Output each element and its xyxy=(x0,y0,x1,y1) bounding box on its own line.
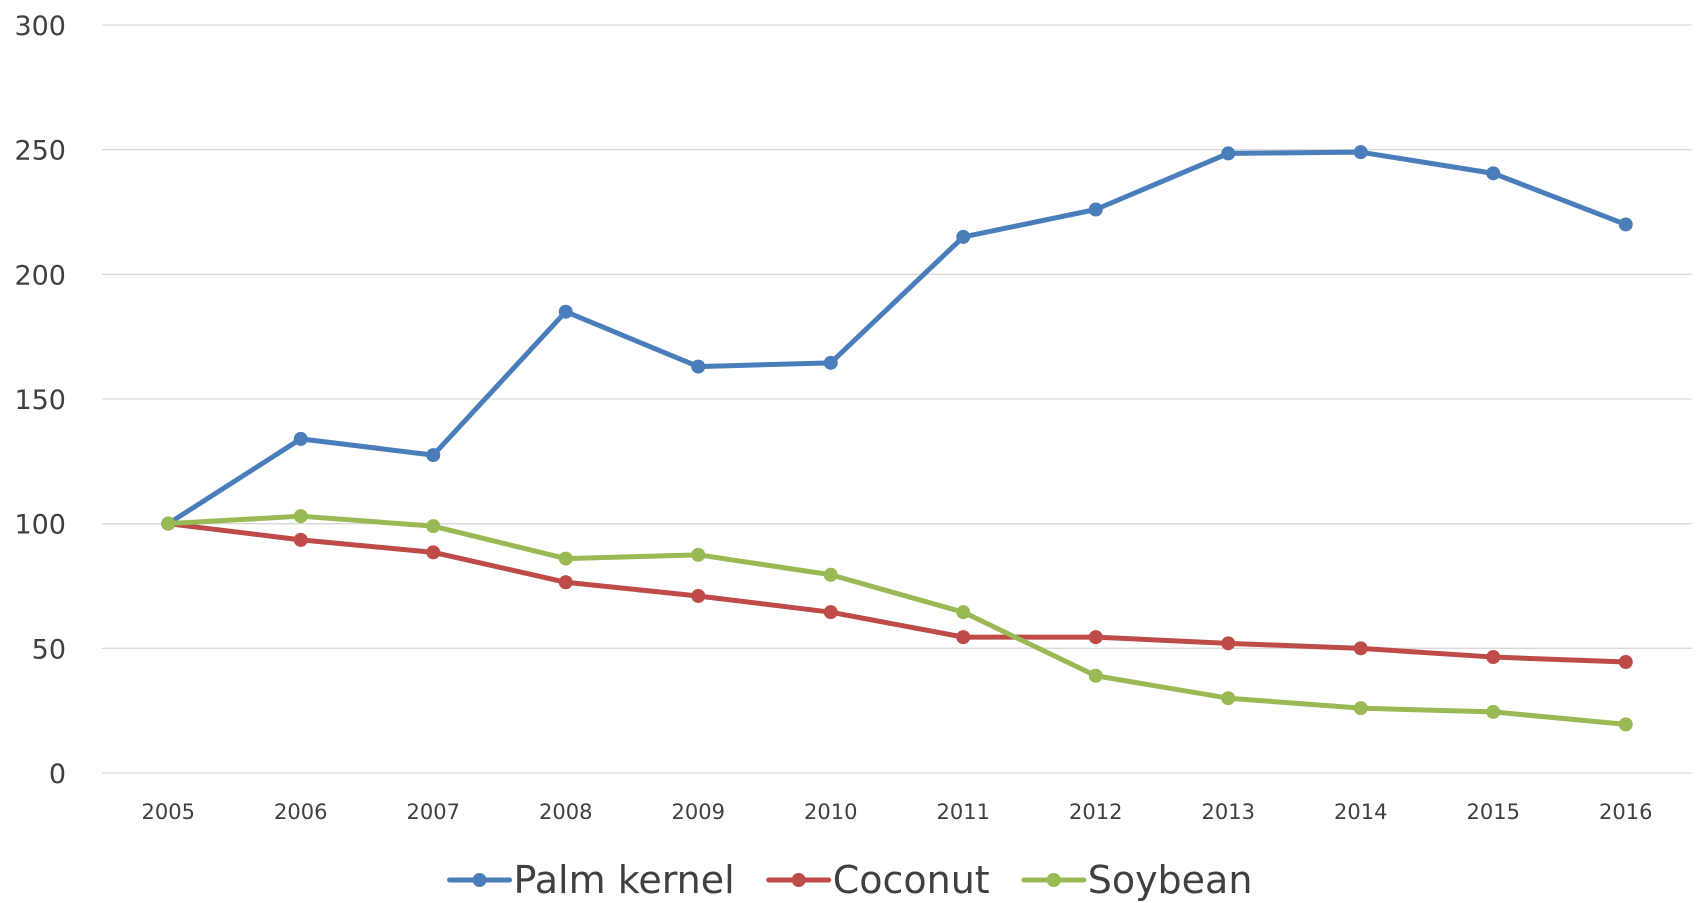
data-point xyxy=(1486,166,1501,181)
y-tick-label: 0 xyxy=(49,759,66,790)
data-point xyxy=(823,605,838,620)
y-tick-label: 100 xyxy=(14,510,66,541)
data-point xyxy=(956,630,971,645)
x-tick-label: 2005 xyxy=(142,800,195,824)
data-point xyxy=(558,551,573,566)
x-tick-label: 2015 xyxy=(1467,800,1520,824)
data-point xyxy=(691,547,706,562)
y-axis-ticks: 0 50 100 150 200 250 300 xyxy=(14,11,66,790)
legend-item: Soybean xyxy=(1021,858,1253,902)
data-point xyxy=(1618,217,1633,232)
y-tick-label: 150 xyxy=(14,385,66,416)
data-point xyxy=(1618,655,1633,670)
data-point xyxy=(558,575,573,590)
data-point xyxy=(1088,202,1103,217)
data-point xyxy=(1353,641,1368,656)
x-tick-label: 2014 xyxy=(1334,800,1387,824)
y-tick-label: 50 xyxy=(32,634,66,665)
legend-marker xyxy=(472,873,487,887)
data-point xyxy=(1486,704,1501,719)
x-tick-label: 2012 xyxy=(1069,800,1122,824)
y-tick-label: 200 xyxy=(14,260,66,291)
data-point xyxy=(691,588,706,603)
legend-item: Coconut xyxy=(766,858,990,902)
data-point xyxy=(1486,650,1501,665)
data-point xyxy=(823,355,838,370)
series-line xyxy=(165,513,1629,727)
gridlines xyxy=(102,24,1692,774)
data-point xyxy=(1353,701,1368,716)
legend-marker xyxy=(791,873,806,887)
legend-label: Soybean xyxy=(1088,858,1253,902)
data-point xyxy=(823,567,838,582)
data-point xyxy=(426,448,441,463)
data-point xyxy=(1618,717,1633,732)
series-line xyxy=(165,149,1629,527)
x-tick-label: 2008 xyxy=(539,800,592,824)
data-point xyxy=(956,605,971,620)
legend: Palm kernel Coconut Soybean xyxy=(447,858,1253,902)
series-palm-kernel xyxy=(161,145,1633,531)
x-tick-label: 2016 xyxy=(1599,800,1652,824)
series-lines xyxy=(161,145,1633,732)
legend-marker xyxy=(1046,873,1061,887)
data-point xyxy=(1221,146,1236,161)
x-tick-label: 2007 xyxy=(407,800,460,824)
x-tick-label: 2010 xyxy=(804,800,857,824)
data-point xyxy=(1221,636,1236,651)
series-line xyxy=(165,521,1629,665)
data-point xyxy=(293,431,308,446)
x-tick-label: 2006 xyxy=(274,800,327,824)
data-point xyxy=(1221,691,1236,706)
data-point xyxy=(956,229,971,244)
x-tick-label: 2013 xyxy=(1202,800,1255,824)
data-point xyxy=(1088,668,1103,683)
data-point xyxy=(426,545,441,560)
data-point xyxy=(691,359,706,374)
legend-item: Palm kernel xyxy=(447,858,735,902)
series-soybean xyxy=(161,509,1633,732)
y-tick-label: 300 xyxy=(14,11,66,42)
x-tick-label: 2009 xyxy=(672,800,725,824)
data-point xyxy=(293,532,308,547)
x-axis-ticks: 2005 2006 2007 2008 2009 2010 2011 2012 2013 2014… xyxy=(142,800,1653,824)
data-point xyxy=(1088,630,1103,645)
data-point xyxy=(558,304,573,319)
legend-label: Palm kernel xyxy=(514,858,735,902)
data-point xyxy=(161,516,176,531)
x-tick-label: 2011 xyxy=(937,800,990,824)
legend-label: Coconut xyxy=(833,858,990,902)
data-point xyxy=(426,519,441,534)
data-point xyxy=(293,509,308,524)
data-point xyxy=(1353,145,1368,160)
y-tick-label: 250 xyxy=(14,136,66,167)
